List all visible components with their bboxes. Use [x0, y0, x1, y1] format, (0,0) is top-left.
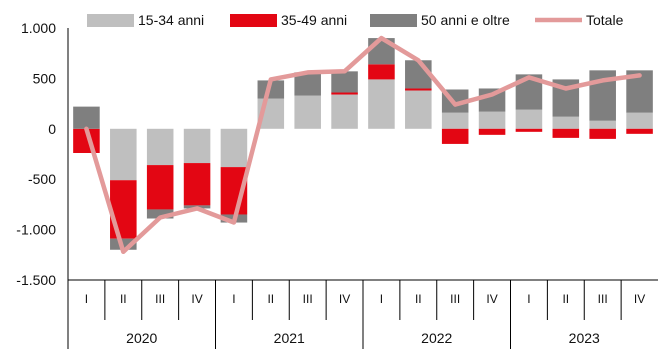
bar-50-anni-e-oltre	[294, 72, 321, 96]
quarter-label: IV	[191, 292, 202, 306]
quarter-label: IV	[339, 292, 350, 306]
quarter-label: I	[527, 292, 530, 306]
year-label: 2020	[126, 330, 157, 346]
bar-15-34-anni	[552, 116, 580, 129]
y-tick-label: -1.500	[16, 272, 56, 288]
quarter-label: III	[450, 292, 460, 306]
y-tick-label: 1.000	[21, 20, 56, 36]
quarter-label: III	[155, 292, 165, 306]
y-tick-label: -1.000	[16, 222, 56, 238]
bar-15-34-anni	[110, 128, 137, 181]
bar-15-34-anni	[441, 112, 469, 129]
quarter-label: I	[85, 292, 88, 306]
quarter-label: II	[562, 292, 569, 306]
quarter-label: II	[120, 292, 127, 306]
bar-15-34-anni	[183, 128, 211, 164]
bar-35-49-anni	[552, 128, 580, 138]
quarter-label: IV	[486, 292, 497, 306]
y-tick-label: -500	[28, 171, 56, 187]
bar-15-34-anni	[146, 128, 174, 166]
quarter-label: II	[415, 292, 422, 306]
bar-15-34-anni	[294, 95, 321, 129]
bar-35-49-anni	[626, 128, 653, 134]
bar-35-49-anni	[146, 165, 174, 210]
legend-label: 15-34 anni	[138, 12, 204, 28]
bar-50-anni-e-oltre	[146, 209, 174, 219]
quarter-label: I	[232, 292, 235, 306]
bar-15-34-anni	[478, 111, 506, 129]
quarter-label: I	[380, 292, 383, 306]
bar-15-34-anni	[626, 112, 653, 129]
y-tick-label: 500	[33, 70, 57, 86]
bar-15-34-anni	[220, 128, 248, 168]
bar-35-49-anni	[589, 128, 616, 139]
bar-35-49-anni	[110, 180, 137, 239]
bar-35-49-anni	[183, 163, 211, 206]
legend-swatch	[230, 14, 277, 27]
legend-label: 35-49 anni	[281, 12, 347, 28]
bar-35-49-anni	[478, 128, 506, 135]
bar-15-34-anni	[515, 109, 543, 129]
quarter-label: III	[598, 292, 608, 306]
line-totale	[84, 35, 642, 255]
legend-label: 50 anni e oltre	[421, 12, 510, 28]
bar-35-49-anni	[405, 88, 432, 91]
bar-15-34-anni	[368, 79, 395, 129]
bar-50-anni-e-oltre	[331, 71, 358, 93]
bar-15-34-anni	[589, 120, 616, 129]
year-label: 2021	[274, 330, 305, 346]
bar-15-34-anni	[405, 90, 432, 129]
bar-35-49-anni	[331, 92, 358, 95]
bar-15-34-anni	[331, 94, 358, 129]
bar-50-anni-e-oltre	[73, 106, 100, 129]
bars	[73, 38, 653, 250]
y-tick-label: 0	[48, 121, 56, 137]
year-label: 2022	[421, 330, 452, 346]
legend-label: Totale	[586, 12, 624, 28]
legend-swatch	[87, 14, 134, 27]
bar-35-49-anni	[368, 64, 395, 80]
quarter-label: IV	[634, 292, 645, 306]
quarter-label: II	[267, 292, 274, 306]
bar-50-anni-e-oltre	[257, 80, 285, 99]
bar-35-49-anni	[441, 128, 469, 144]
legend: 15-34 anni 35-49 anni 50 anni e oltre Total…	[87, 12, 624, 28]
year-label: 2023	[569, 330, 600, 346]
quarter-label: III	[303, 292, 313, 306]
bar-35-49-anni	[515, 128, 543, 132]
total-line	[84, 35, 642, 255]
legend-swatch	[370, 14, 417, 27]
